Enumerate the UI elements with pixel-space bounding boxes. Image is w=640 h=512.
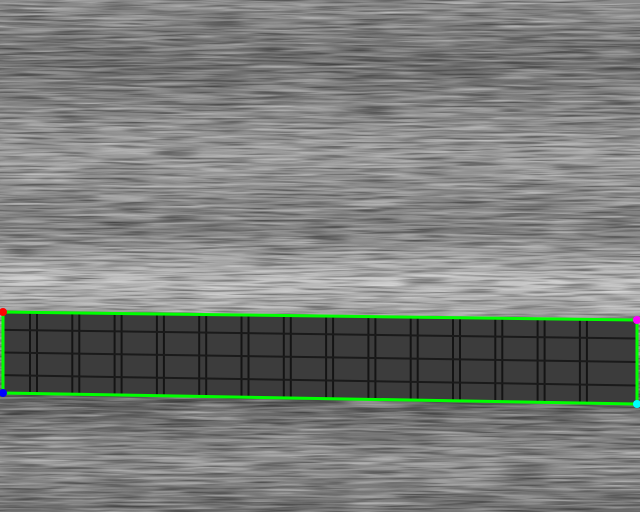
corner-marker-bottom-right [633, 400, 640, 408]
grid-lines [3, 312, 637, 404]
corner-marker-top-left [0, 308, 7, 316]
grid-line-horizontal [3, 328, 637, 340]
corner-marker-top-right [633, 316, 640, 324]
grid-line-horizontal [3, 374, 637, 387]
grid-strip [3, 312, 637, 404]
grid-line-horizontal [3, 351, 637, 364]
corner-marker-bottom-left [0, 389, 7, 397]
